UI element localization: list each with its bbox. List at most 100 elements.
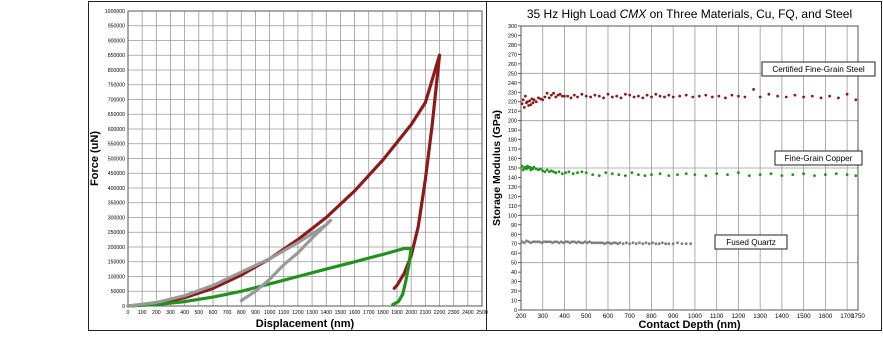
right-series-1-point (576, 171, 579, 175)
right-series-0-point (597, 94, 601, 98)
right-series-1-point (610, 172, 614, 176)
left-x-tick-label: 200 (152, 310, 161, 316)
right-series-0-point (628, 93, 632, 97)
right-y-tick-label: 180 (508, 138, 517, 144)
right-series-2-point (562, 241, 565, 245)
right-series-1-point (557, 170, 561, 174)
right-series-0-point (743, 95, 747, 99)
right-series-0-point (776, 94, 779, 98)
right-series-2-point (601, 241, 604, 245)
right-series-1-point (552, 170, 555, 174)
right-series-2-point (531, 240, 535, 244)
right-series-2-point (557, 241, 561, 245)
right-series-0-point (758, 95, 762, 99)
left-x-tick-label: 2400 (462, 310, 474, 316)
left-y-tick-label: 150000 (108, 260, 125, 266)
left-x-tick-label: 1700 (363, 310, 375, 316)
right-series-2-point (542, 240, 546, 244)
right-series-1-point (591, 173, 595, 177)
right-series-0-point (580, 92, 584, 96)
left-x-tick-label: 1100 (278, 310, 289, 316)
right-series-2-point (634, 242, 638, 246)
right-series-2-point (638, 241, 641, 245)
right-chart-title: 35 Hz High Load CMX on Three Materials, … (527, 7, 852, 21)
right-series-0-point (521, 98, 525, 102)
left-y-tick-label: 250000 (108, 230, 125, 236)
right-series-1-point (541, 169, 545, 173)
left-y-tick-label: 200000 (108, 245, 125, 251)
right-series-1-point (597, 174, 601, 178)
right-series-0-point (793, 93, 797, 97)
right-series-2-point (628, 242, 632, 246)
right-x-axis-title: Contact Depth (nm) (638, 319, 740, 331)
right-y-tick-label: 100 (508, 213, 517, 219)
right-series-2-point (684, 242, 688, 246)
right-series-1-point (554, 171, 558, 175)
right-series-0-point (541, 98, 545, 102)
right-series-0-point (522, 106, 526, 109)
right-series-2-point (522, 241, 526, 245)
right-x-tick-label: 1750 (851, 313, 865, 320)
left-series-2-unloading-curve (239, 218, 333, 303)
right-series-0-point (730, 93, 734, 97)
right-series-0-point (704, 93, 708, 97)
right-series-0-point (845, 92, 849, 96)
right-series-2-point (671, 242, 675, 246)
right-series-1-point (824, 173, 827, 177)
left-y-tick-label: 50000 (111, 289, 126, 295)
left-y-tick-label: 800000 (108, 68, 125, 74)
left-y-tick-label: 450000 (108, 171, 125, 177)
right-series-0-point (526, 100, 529, 104)
right-y-axis-title: Storage Modulus (GPa) (491, 110, 503, 226)
right-series-0-point (658, 94, 662, 98)
right-y-tick-label: 260 (508, 62, 517, 68)
right-series-2-point (529, 241, 533, 245)
right-series-1-point (604, 171, 608, 175)
right-series-0-point (802, 95, 805, 99)
right-series-2-point (570, 240, 574, 244)
right-series-0-point (550, 93, 553, 97)
right-series-2-point (568, 241, 572, 245)
right-y-tick-label: 70 (511, 242, 517, 248)
right-series-1-point (802, 172, 805, 176)
right-series-0-point (530, 97, 534, 101)
left-y-tick-label: 300000 (108, 215, 125, 221)
right-series-1-point (715, 172, 719, 176)
right-series-0-point (558, 92, 562, 96)
right-series-2-point (676, 241, 679, 245)
right-series-0-point (531, 101, 535, 105)
right-x-tick-label: 1200 (732, 313, 746, 320)
right-series-0-point (717, 94, 721, 98)
left-y-tick-label: 600000 (108, 127, 125, 133)
right-series-0-point (528, 99, 532, 103)
right-series-0-point (615, 94, 619, 98)
left-x-tick-label: 1500 (335, 310, 347, 316)
right-y-tick-label: 80 (511, 232, 517, 238)
right-y-tick-label: 30 (511, 280, 517, 286)
right-series-1-point (658, 172, 662, 176)
right-series-1-point (791, 173, 795, 177)
right-series-2-point (618, 241, 622, 245)
right-series-2-point (631, 241, 635, 245)
right-series-1-point (758, 173, 762, 177)
right-series-2-point (579, 241, 583, 245)
right-series-2-point (527, 240, 530, 244)
right-series-2-point (667, 242, 671, 246)
right-y-tick-label: 140 (508, 175, 517, 181)
right-series-2-point (605, 241, 609, 245)
right-y-tick-label: 120 (508, 194, 517, 200)
right-series-1-point (564, 171, 567, 175)
left-x-tick-label: 2500 (476, 310, 488, 316)
annotation-label-2: Fused Quartz (726, 238, 776, 247)
right-y-tick-label: 250 (508, 71, 517, 77)
left-y-axis-title: Force (uN) (89, 131, 101, 186)
right-series-0-point (547, 96, 551, 100)
right-series-1-point (834, 172, 838, 176)
right-series-2-point (588, 240, 591, 244)
right-series-2-point (609, 242, 613, 246)
right-series-1-point (580, 170, 584, 174)
right-series-2-point (559, 240, 563, 244)
right-series-2-point (651, 241, 654, 245)
left-x-tick-label: 500 (194, 310, 203, 316)
right-y-tick-label: 0 (514, 308, 517, 314)
